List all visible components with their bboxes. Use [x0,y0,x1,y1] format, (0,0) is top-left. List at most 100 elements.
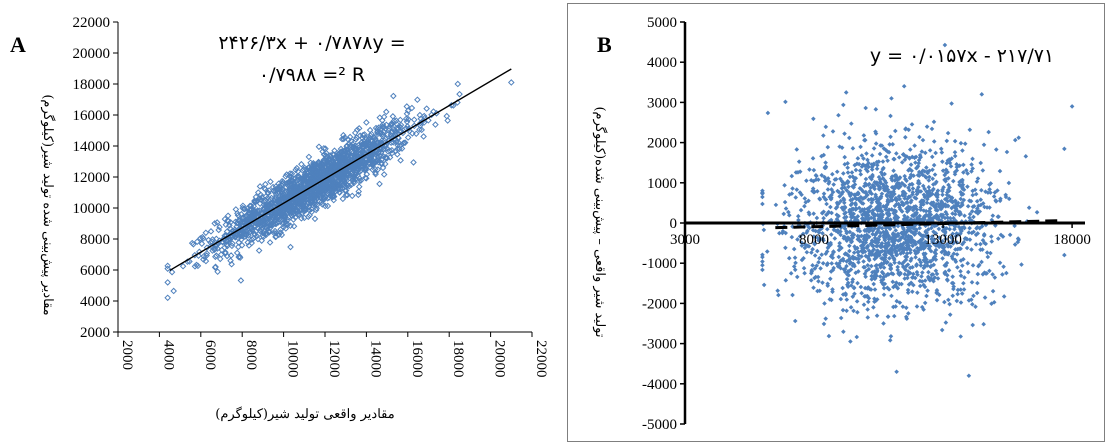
point [254,189,262,196]
point [228,260,235,268]
point [926,184,932,190]
point [352,136,360,143]
point [423,105,430,112]
point [1026,205,1032,210]
point [842,131,847,136]
point [991,194,997,199]
point [861,259,866,264]
point [331,155,339,163]
point [378,159,385,167]
point [268,221,275,229]
point [306,211,313,219]
point [858,172,864,177]
point [847,174,853,180]
point [907,147,913,152]
point [794,147,800,152]
point [260,229,268,237]
point [854,299,860,304]
point [416,126,423,133]
point [417,115,425,123]
point [444,117,451,124]
point [251,197,258,205]
point [960,148,965,153]
point [420,133,427,140]
point [975,280,980,286]
point [967,237,973,242]
point [387,120,395,128]
point [318,198,325,206]
point [865,307,870,312]
point [773,202,779,208]
point [396,145,403,153]
point [234,210,241,217]
point [970,192,976,198]
point [872,287,878,292]
point [783,245,788,251]
point [200,256,207,263]
point [234,243,242,251]
point [237,277,245,284]
point [251,230,258,238]
point [825,144,831,150]
point [301,214,308,222]
point [351,165,358,173]
point [894,369,899,375]
point [943,320,949,325]
point [811,211,816,216]
point [855,156,861,161]
point [850,146,856,151]
point [979,92,985,97]
point [829,232,834,237]
point [245,232,252,239]
point [372,169,379,176]
point [301,206,309,214]
point [277,229,284,236]
point [815,248,820,254]
point [934,297,940,303]
point [337,185,344,193]
point [310,159,317,167]
point [849,121,854,126]
point [264,189,272,196]
point [349,176,357,184]
point [760,259,765,264]
point [960,263,965,268]
point [298,160,305,168]
point [913,254,918,260]
point [880,159,886,164]
point [271,212,278,220]
point [917,134,922,140]
point [861,133,867,138]
point [816,278,821,284]
point [388,146,396,154]
point [380,146,387,153]
point [216,255,224,263]
y-tick-label-b: -3000 [642,337,677,353]
point [775,288,780,294]
point [214,268,221,276]
point [958,269,963,274]
point [321,202,329,210]
point [272,233,280,240]
point [1062,146,1067,152]
point [873,141,879,146]
point [970,302,975,307]
point [325,174,332,181]
point [356,168,364,175]
point [214,245,221,252]
point [1004,270,1009,276]
point [954,298,960,304]
point [871,146,877,151]
point [379,121,387,128]
point [893,128,898,134]
point [786,255,792,261]
x-tick-label-b: 18000 [1053,232,1091,248]
point [198,240,206,248]
point [1006,180,1012,186]
point [981,321,986,327]
point [967,127,973,133]
point [342,191,350,199]
point [823,124,829,130]
point [1012,137,1018,143]
point [888,113,893,119]
